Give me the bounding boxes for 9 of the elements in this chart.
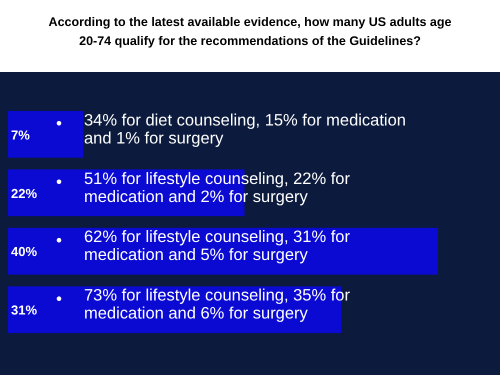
y-tick-label: 62% for lifestyle counseling, 31% for medication and 5% for surgery xyxy=(84,228,350,264)
data-label: 40% xyxy=(11,244,38,260)
bar xyxy=(8,110,84,158)
bar xyxy=(8,228,438,275)
data-label: 7% xyxy=(11,127,30,142)
chart-title: According to the latest available evidence, how many US adults age 20-74 qualify for the recommendations of the Guidelines? xyxy=(48,15,452,48)
data-label: 31% xyxy=(11,302,38,318)
data-label: 22% xyxy=(11,186,38,201)
y-tick-label: 34% for diet counseling, 15% for medication and 1% for surgery xyxy=(84,111,406,148)
